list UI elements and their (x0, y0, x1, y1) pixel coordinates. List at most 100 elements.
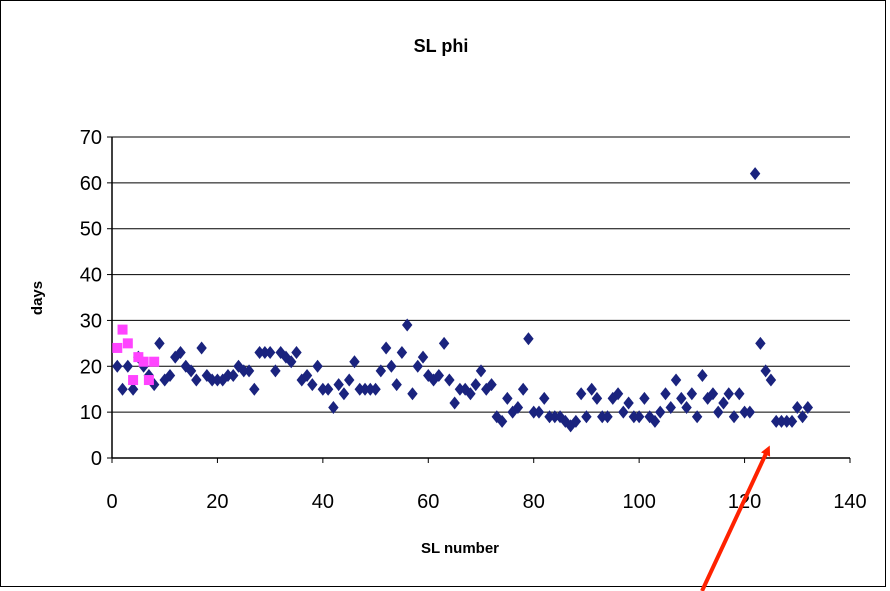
x-tick-label: 140 (833, 491, 866, 513)
data-point-diamond (112, 359, 123, 373)
data-point-diamond (544, 410, 555, 424)
data-point-diamond (233, 359, 244, 373)
data-point-diamond (581, 410, 592, 424)
x-tick-label: 80 (523, 491, 545, 513)
data-point-diamond (586, 382, 597, 396)
data-point-diamond (802, 401, 814, 415)
annotation-arrow (700, 445, 771, 591)
chart-title: SL phi (414, 36, 469, 56)
data-point-diamond (465, 387, 476, 401)
data-point-diamond (170, 350, 181, 364)
data-point-diamond (528, 405, 539, 419)
data-point-diamond (259, 346, 271, 360)
data-point-diamond (375, 364, 387, 378)
data-point-diamond (623, 396, 634, 410)
data-point-diamond (628, 410, 640, 424)
y-tick-label: 60 (80, 173, 102, 195)
x-tick-label: 60 (417, 491, 439, 513)
data-point-diamond (686, 387, 698, 401)
data-point-diamond (718, 396, 729, 410)
x-tick-label: 100 (622, 491, 655, 513)
data-point-diamond (206, 373, 218, 387)
data-point-square (122, 338, 133, 349)
data-point-diamond (117, 382, 128, 396)
data-point-diamond (243, 364, 255, 378)
data-point-diamond (739, 405, 750, 419)
data-point-diamond (196, 341, 207, 355)
data-point-diamond (792, 401, 803, 415)
data-point-diamond (412, 359, 423, 373)
data-point-square (128, 375, 139, 386)
data-point-diamond (618, 405, 629, 419)
axes (107, 136, 851, 463)
data-point-square (149, 356, 160, 367)
data-point-diamond (333, 378, 344, 392)
data-point-diamond (344, 373, 355, 387)
data-point-diamond (127, 382, 139, 396)
data-point-diamond (254, 346, 265, 360)
data-point-diamond (386, 359, 397, 373)
data-point-diamond (175, 346, 186, 360)
data-point-diamond (591, 391, 603, 405)
y-axis-title: days (29, 281, 46, 315)
data-point-diamond (264, 346, 276, 360)
data-point-diamond (396, 346, 408, 360)
data-point-square (112, 342, 123, 353)
data-point-diamond (607, 391, 618, 405)
data-point-diamond (470, 378, 481, 392)
data-point-diamond (417, 350, 429, 364)
data-point-diamond (691, 410, 703, 424)
y-tick-label: 0 (91, 448, 102, 470)
data-point-diamond (444, 373, 455, 387)
data-point-diamond (154, 336, 165, 350)
data-point-diamond (776, 414, 787, 428)
data-point-diamond (523, 332, 534, 346)
data-point-diamond (449, 396, 460, 410)
y-tick-labels: 0 10 20 30 40 50 60 70 (80, 127, 102, 470)
data-point-diamond (185, 364, 197, 378)
data-point-diamond (570, 414, 582, 428)
data-point-diamond (749, 167, 761, 181)
data-point-diamond (655, 405, 666, 419)
data-point-diamond (301, 368, 313, 382)
data-point-diamond (328, 401, 339, 415)
data-point-diamond (359, 382, 371, 396)
data-point-diamond (797, 410, 808, 424)
y-tick-label: 20 (80, 356, 102, 378)
data-points (112, 167, 814, 433)
data-point-diamond (549, 410, 560, 424)
data-point-diamond (354, 382, 365, 396)
data-point-diamond (228, 368, 239, 382)
data-point-diamond (365, 382, 376, 396)
data-point-diamond (612, 387, 624, 401)
data-point-diamond (723, 387, 734, 401)
data-point-diamond (307, 378, 318, 392)
x-tick-labels: 020406080100120140 (106, 491, 866, 513)
data-point-diamond (270, 364, 281, 378)
data-point-diamond (560, 414, 571, 428)
data-point-square (138, 356, 149, 367)
y-tick-label: 40 (80, 265, 102, 287)
data-point-diamond (238, 364, 249, 378)
data-point-diamond (713, 405, 724, 419)
data-point-diamond (734, 387, 745, 401)
data-point-diamond (486, 378, 497, 392)
y-tick-label: 50 (80, 219, 102, 241)
data-point-diamond (786, 414, 798, 428)
data-point-diamond (602, 410, 613, 424)
data-point-diamond (728, 410, 740, 424)
data-point-diamond (517, 382, 529, 396)
data-point-square (143, 375, 154, 386)
data-point-diamond (539, 391, 550, 405)
data-point-diamond (681, 401, 692, 415)
data-point-diamond (665, 401, 676, 415)
data-point-diamond (760, 364, 771, 378)
data-point-diamond (575, 387, 587, 401)
y-tick-label: 70 (80, 127, 102, 149)
data-point-diamond (670, 373, 682, 387)
data-point-diamond (191, 373, 202, 387)
data-point-diamond (676, 391, 687, 405)
data-point-diamond (212, 373, 223, 387)
